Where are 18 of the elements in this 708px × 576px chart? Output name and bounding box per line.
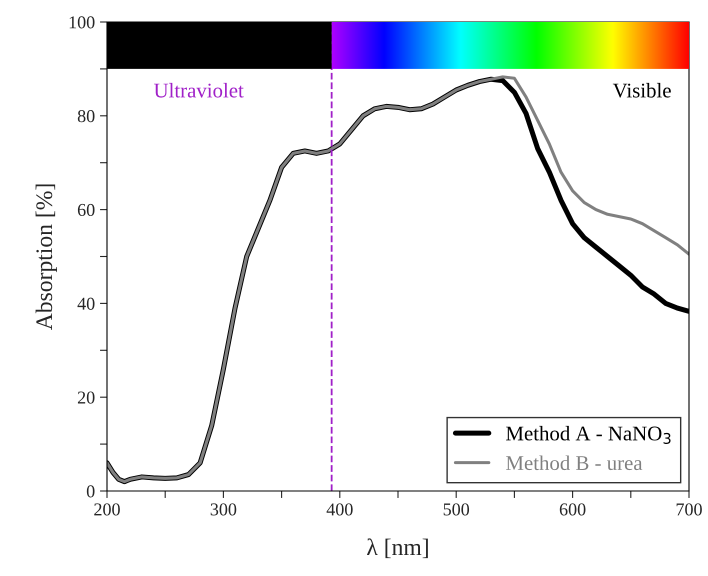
y-tick-label: 100	[70, 16, 95, 28]
y-tick-label: 0	[86, 485, 95, 498]
x-tick-label: 400	[326, 503, 353, 516]
y-tick-label: 60	[78, 204, 95, 216]
y-tick-label: 20	[78, 391, 95, 404]
x-tick-label: 500	[444, 503, 470, 516]
y-axis-title: Absorption [%]	[36, 184, 57, 330]
x-tick-label: 300	[210, 503, 236, 516]
legend-label: Method B - urea	[506, 455, 642, 470]
annotation: Visible	[612, 82, 671, 98]
x-axis-title: λ [nm]	[367, 538, 428, 558]
annotation: Ultraviolet	[154, 82, 244, 98]
y-tick-label: 80	[78, 110, 95, 122]
legend-label: Method A - NaNO$_{3}$	[506, 426, 671, 444]
x-tick-label: 200	[94, 503, 120, 516]
x-tick-label: 600	[560, 503, 586, 516]
y-tick-label: 40	[77, 298, 95, 310]
x-tick-label: 700	[676, 503, 702, 516]
